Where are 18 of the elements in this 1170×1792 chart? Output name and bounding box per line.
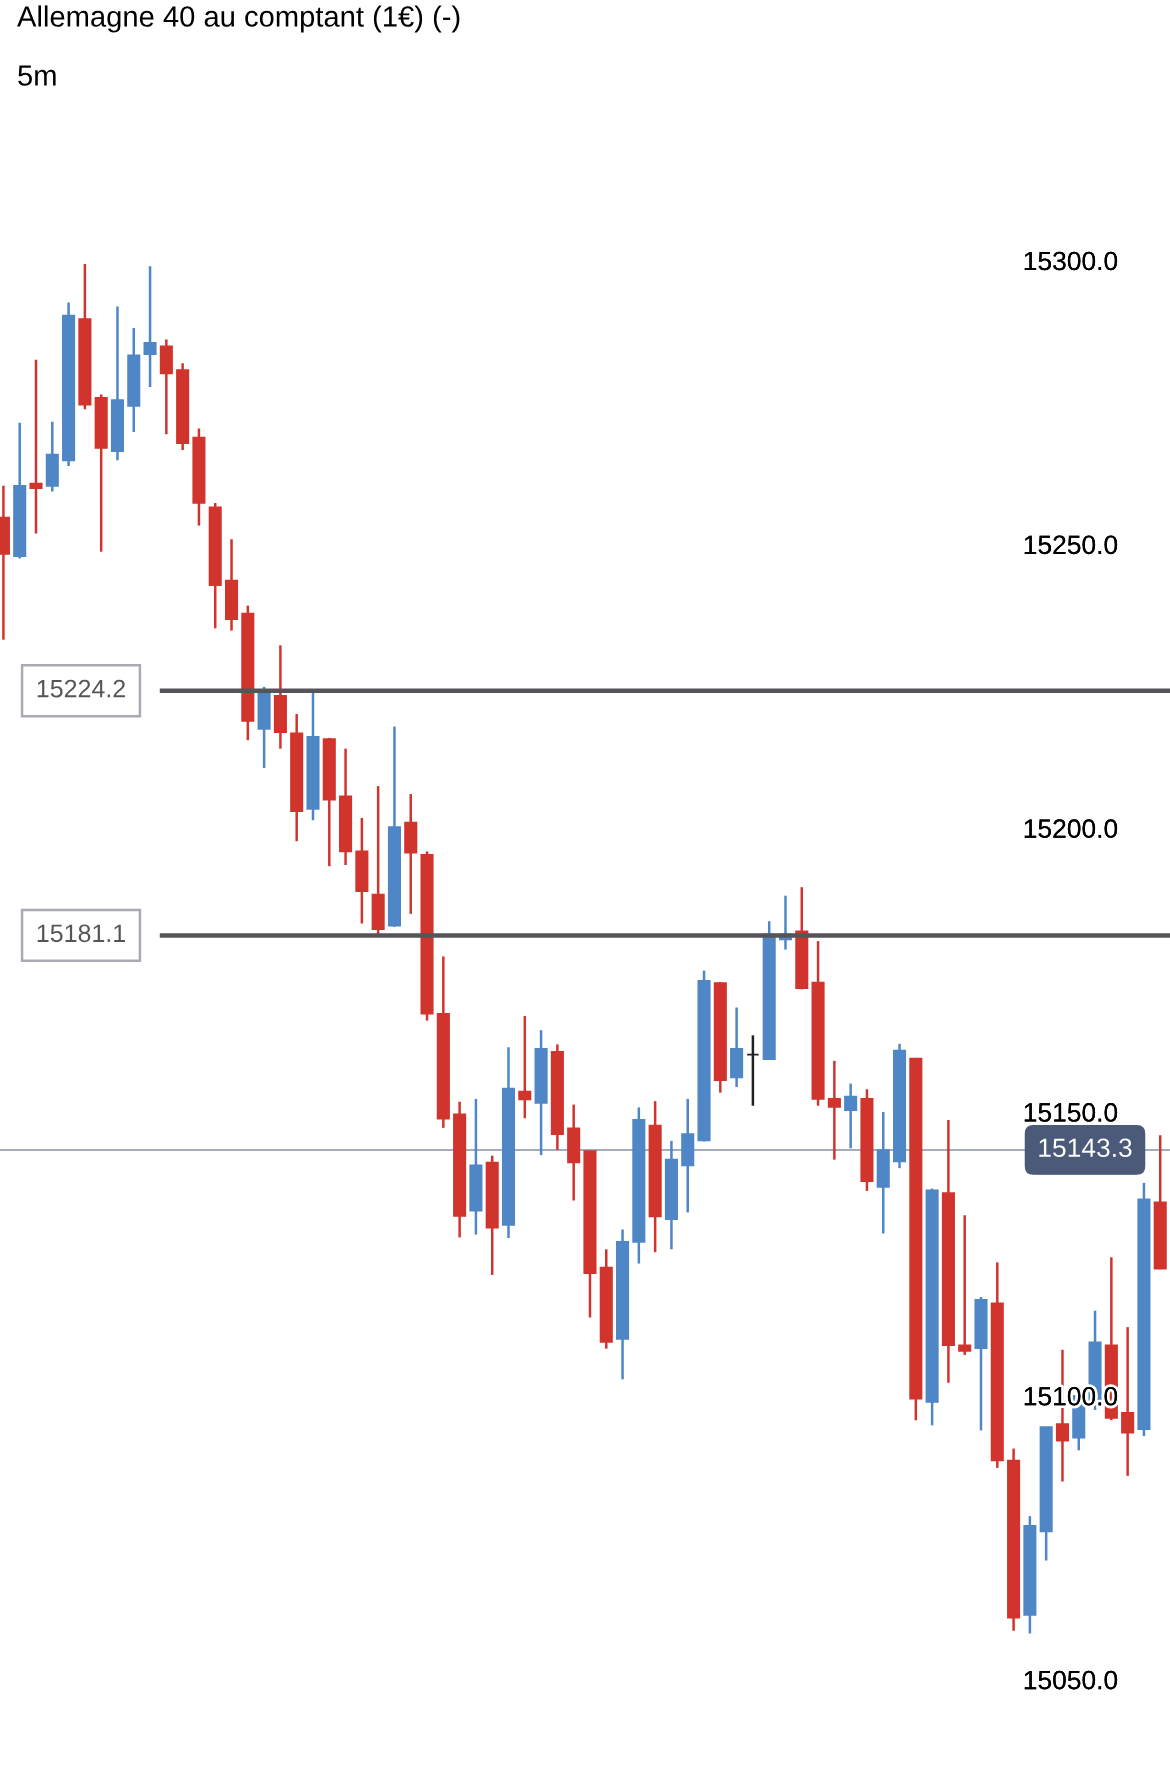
- candlestick: [1121, 1325, 1135, 1478]
- y-tick-label: 15150.0: [1024, 1103, 1118, 1122]
- candlestick: [958, 1214, 972, 1357]
- y-tick-label: 15200.0: [1024, 819, 1118, 838]
- candlestick: [518, 1014, 532, 1120]
- candlestick: [143, 264, 157, 389]
- candlestick: [827, 1059, 841, 1161]
- y-tick-label: 15250.0: [1024, 535, 1118, 555]
- ref-line-label: 15181.1: [37, 924, 125, 943]
- candlestick: [29, 358, 43, 535]
- ref-line-label: 15143.3: [1039, 1138, 1132, 1158]
- chart-title: Allemagne 40 au comptant (1€) (-): [17, 5, 460, 33]
- y-tick-label: 15300.0: [1024, 251, 1118, 271]
- ref-line-label: 15224.2: [37, 679, 125, 698]
- candlestick: [746, 1034, 760, 1107]
- candlestick: [844, 1082, 858, 1150]
- y-tick-label: 15050.0: [1024, 1670, 1118, 1690]
- chart-subtitle: 5m: [18, 65, 56, 86]
